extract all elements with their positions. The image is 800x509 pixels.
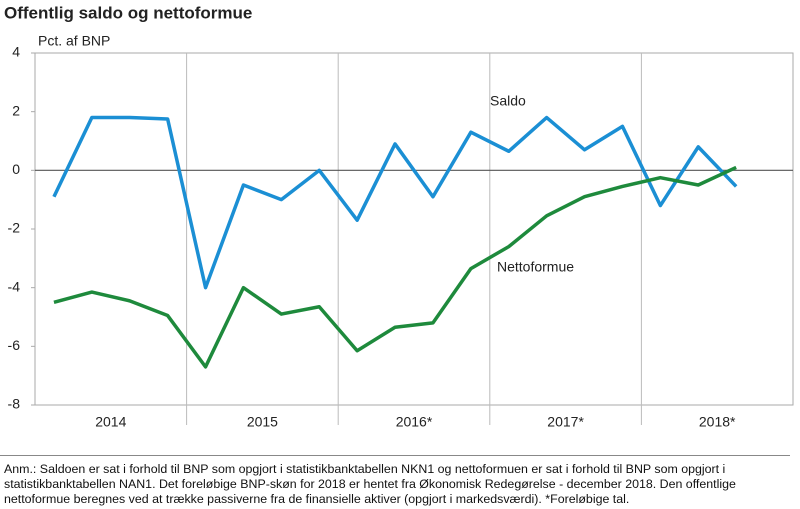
y-tick-label: 4 xyxy=(12,44,20,60)
y-tick-label: 0 xyxy=(12,161,20,177)
x-group-label: 2018* xyxy=(699,414,736,430)
series-line xyxy=(52,115,738,290)
y-tick-label: -8 xyxy=(8,396,21,412)
x-group-label: 2014 xyxy=(95,414,126,430)
chart-title: Offentlig saldo og nettoformue xyxy=(4,3,252,22)
series-label: Saldo xyxy=(490,93,526,109)
x-group-label: 2015 xyxy=(247,414,278,430)
y-tick-label: -6 xyxy=(8,337,21,353)
y-tick-label: -4 xyxy=(8,278,21,294)
y-tick-label: 2 xyxy=(12,102,20,118)
plot-frame xyxy=(34,52,794,406)
y-tick-label: -2 xyxy=(8,220,21,236)
x-group-label: 2016* xyxy=(396,414,433,430)
x-group-label: 2017* xyxy=(547,414,584,430)
series-label: Nettoformue xyxy=(497,259,574,275)
series-line xyxy=(53,165,737,369)
note: Anm.: Saldoen er sat i forhold til BNP s… xyxy=(0,455,790,507)
y-axis-label: Pct. af BNP xyxy=(38,33,110,49)
chart: Offentlig saldo og nettoformue Pct. af B… xyxy=(4,3,794,430)
